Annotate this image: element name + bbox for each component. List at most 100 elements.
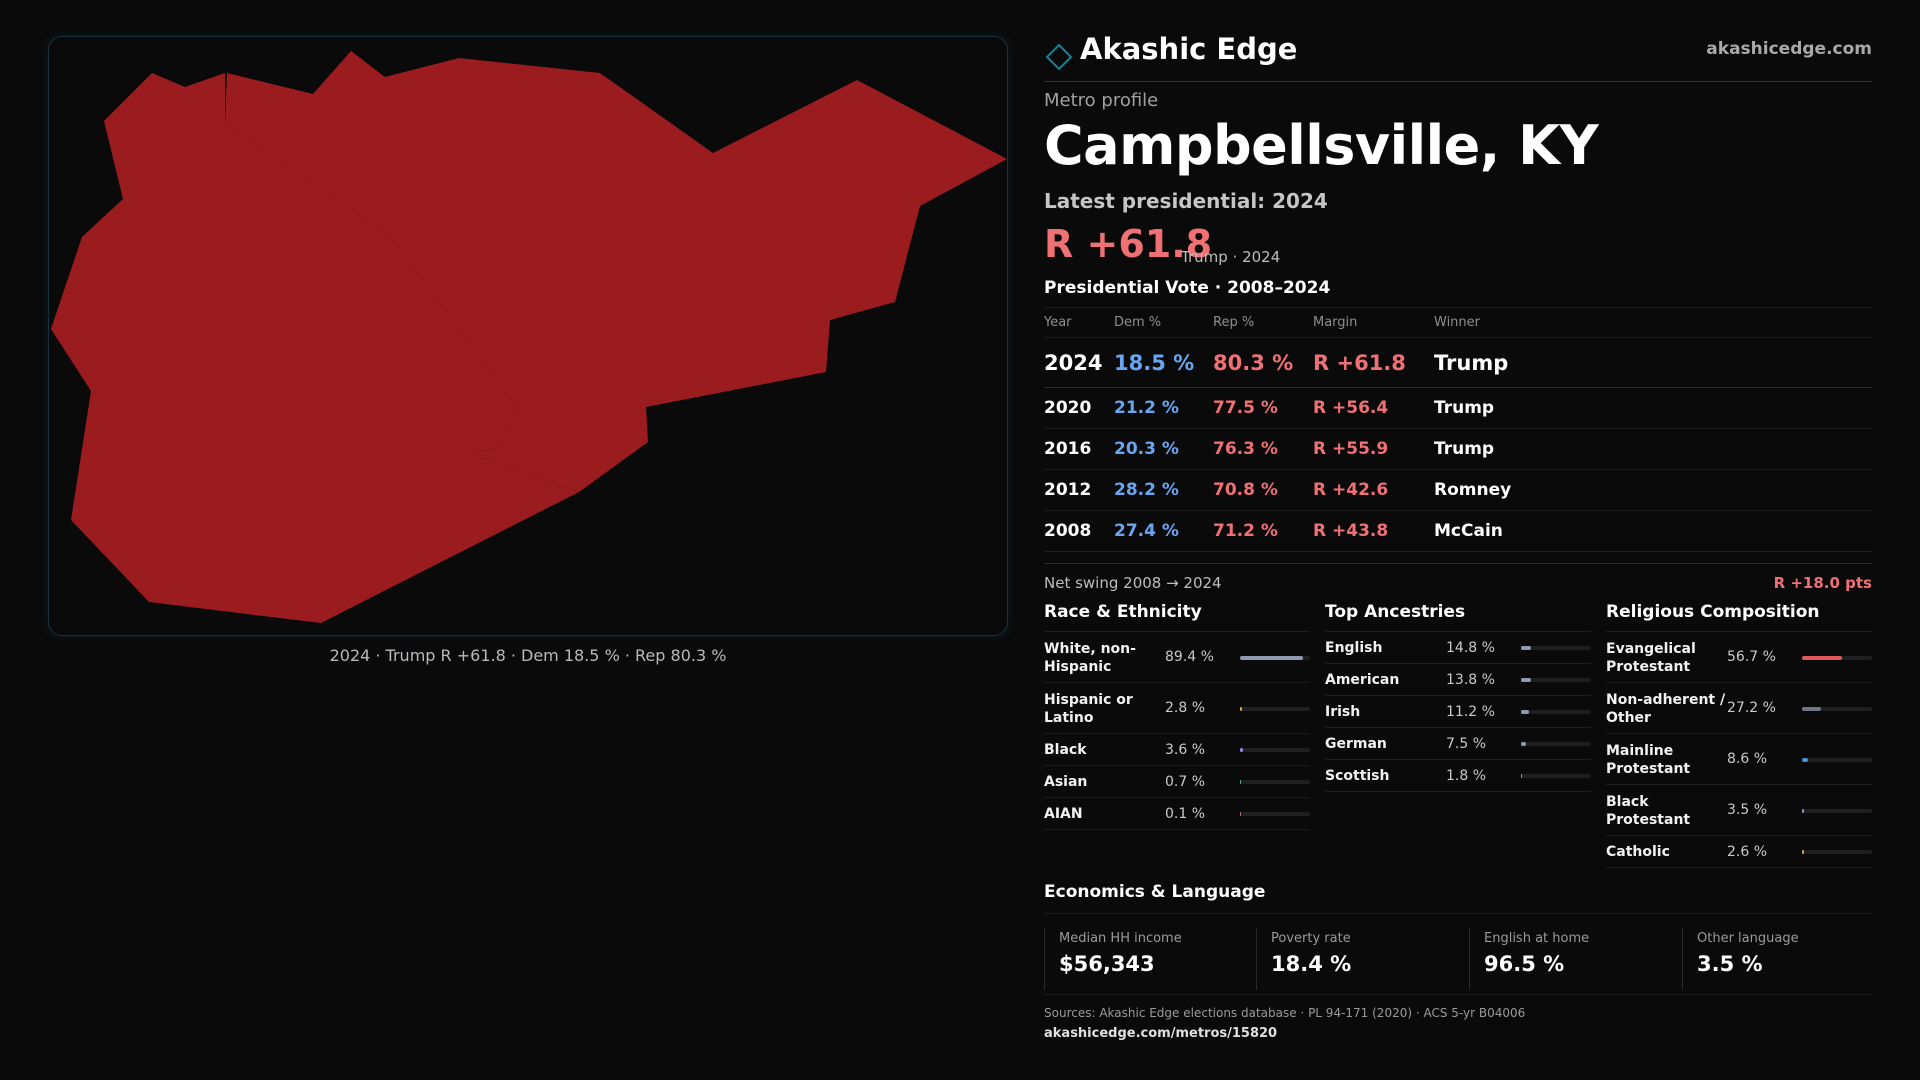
stat-name-line: Hispanic or [1044,691,1133,708]
stat-row: Irish 11.2 % [1325,696,1591,728]
stat-name: Catholic [1606,843,1670,861]
stat-row: Catholic 2.6 % [1606,836,1872,868]
stat-name-line: Catholic [1606,844,1670,860]
stat-value: 7.5 % [1446,735,1487,752]
presidential-vote-title: Presidential Vote · 2008–2024 [1044,278,1331,298]
header-winner: Winner [1434,307,1872,338]
cell-winner: McCain [1434,510,1872,552]
cell-winner: Romney [1434,469,1872,511]
cell-rep: 70.8 % [1213,469,1313,511]
stat-bar-track [1521,774,1591,778]
stat-name-line: Protestant [1606,760,1691,777]
stat-bar-track [1802,757,1872,762]
cell-margin: R +43.8 [1313,510,1434,552]
cell-margin: R +56.4 [1313,387,1434,429]
county-map[interactable] [48,36,1008,636]
stat-bar-track [1802,850,1872,854]
religious-composition-block: Religious Composition Evangelical Protest… [1606,602,1872,868]
cell-dem: 20.3 % [1114,428,1213,470]
stat-bar-track [1240,780,1310,784]
brand-name: Akashic Edge [1080,32,1298,66]
stat-row: American 13.8 % [1325,664,1591,696]
stat-bar-fill [1521,742,1527,746]
stat-bar-track [1521,742,1591,746]
stat-bar-fill [1802,808,1805,813]
stat-name: German [1325,735,1387,753]
metro-url-link[interactable]: akashicedge.com/metros/15820 [1044,1026,1278,1041]
cell-margin: R +55.9 [1313,428,1434,470]
table-row: 2016 20.3 % 76.3 % R +55.9 Trump [1044,428,1872,470]
cell-year: 2008 [1044,510,1114,552]
econ-value: 18.4 % [1271,952,1352,976]
stat-row: Mainline Protestant 8.6 % [1606,734,1872,785]
stat-row: AIAN 0.1 % [1044,798,1310,830]
econ-value: $56,343 [1059,952,1155,976]
cell-margin: R +42.6 [1313,469,1434,511]
stat-row: White, non- Hispanic 89.4 % [1044,632,1310,683]
stat-value: 27.2 % [1727,700,1776,716]
stat-bar-fill [1240,706,1242,711]
county-map-svg [51,51,1007,623]
stat-row: English 14.8 % [1325,632,1591,664]
county-west-shape[interactable] [51,73,579,623]
econ-value: 3.5 % [1697,952,1763,976]
econ-english-at-home: English at home 96.5 % [1469,928,1669,990]
stat-bar-track [1521,646,1591,650]
stat-name-line: Evangelical [1606,640,1696,657]
stat-name-line: AIAN [1044,806,1083,822]
cell-dem: 18.5 % [1114,337,1213,388]
stat-bar-track [1521,678,1591,682]
stat-value: 89.4 % [1165,649,1214,665]
stat-value: 56.7 % [1727,649,1776,665]
econ-label: Poverty rate [1271,931,1351,946]
header-margin: Margin [1313,307,1434,338]
economics-title: Economics & Language [1044,882,1872,914]
cell-rep: 77.5 % [1213,387,1313,429]
county-east-shape[interactable] [225,51,1007,492]
net-swing-label: Net swing 2008 → 2024 [1044,574,1222,592]
stat-name: Hispanic or Latino [1044,691,1133,727]
econ-other-language: Other language 3.5 % [1682,928,1882,990]
cell-rep: 71.2 % [1213,510,1313,552]
stat-name: Non-adherent / Other [1606,691,1725,727]
stat-name: Mainline Protestant [1606,742,1690,778]
stat-name-line: English [1325,640,1383,656]
stat-bar-fill [1240,780,1241,784]
race-ethnicity-block: Race & Ethnicity White, non- Hispanic 89.4… [1044,602,1310,830]
cell-year: 2016 [1044,428,1114,470]
stat-bar-track [1802,706,1872,711]
cell-winner: Trump [1434,387,1872,429]
latest-presidential-label: Latest presidential: 2024 [1044,189,1328,213]
econ-value: 96.5 % [1484,952,1565,976]
stat-bar-fill [1802,706,1822,711]
stat-name: AIAN [1044,805,1083,823]
cell-rep: 76.3 % [1213,428,1313,470]
stat-row: Evangelical Protestant 56.7 % [1606,632,1872,683]
stat-name: Irish [1325,703,1360,721]
stat-bar-track [1240,655,1310,660]
footer-divider [1044,994,1872,995]
stat-name-line: Irish [1325,704,1361,720]
table-row: 2020 21.2 % 77.5 % R +56.4 Trump [1044,387,1872,429]
stat-row: Black 3.6 % [1044,734,1310,766]
stat-bar-track [1521,710,1591,714]
brand-url-link[interactable]: akashicedge.com [1706,39,1872,59]
stat-name-line: Protestant [1606,658,1691,675]
stat-bar-fill [1240,655,1303,660]
stat-bar-fill [1521,774,1523,778]
table-row: 2008 27.4 % 71.2 % R +43.8 McCain [1044,510,1872,552]
stat-value: 3.5 % [1727,802,1768,818]
header-dem: Dem % [1114,307,1213,338]
economics-row: Median HH income $56,343 Poverty rate 18… [1044,928,1872,992]
page-title: Campbellsville, KY [1044,114,1599,177]
stat-value: 2.6 % [1727,843,1768,860]
econ-label: Other language [1697,931,1799,946]
stat-bar-track [1802,655,1872,660]
cell-year: 2020 [1044,387,1114,429]
map-caption: 2024 · Trump R +61.8 · Dem 18.5 % · Rep … [329,646,727,665]
cell-year: 2024 [1044,337,1114,388]
stat-name-line: Black [1044,742,1087,758]
stat-name: American [1325,671,1399,689]
stat-bar-fill [1521,710,1529,714]
stat-name-line: Asian [1044,774,1088,790]
